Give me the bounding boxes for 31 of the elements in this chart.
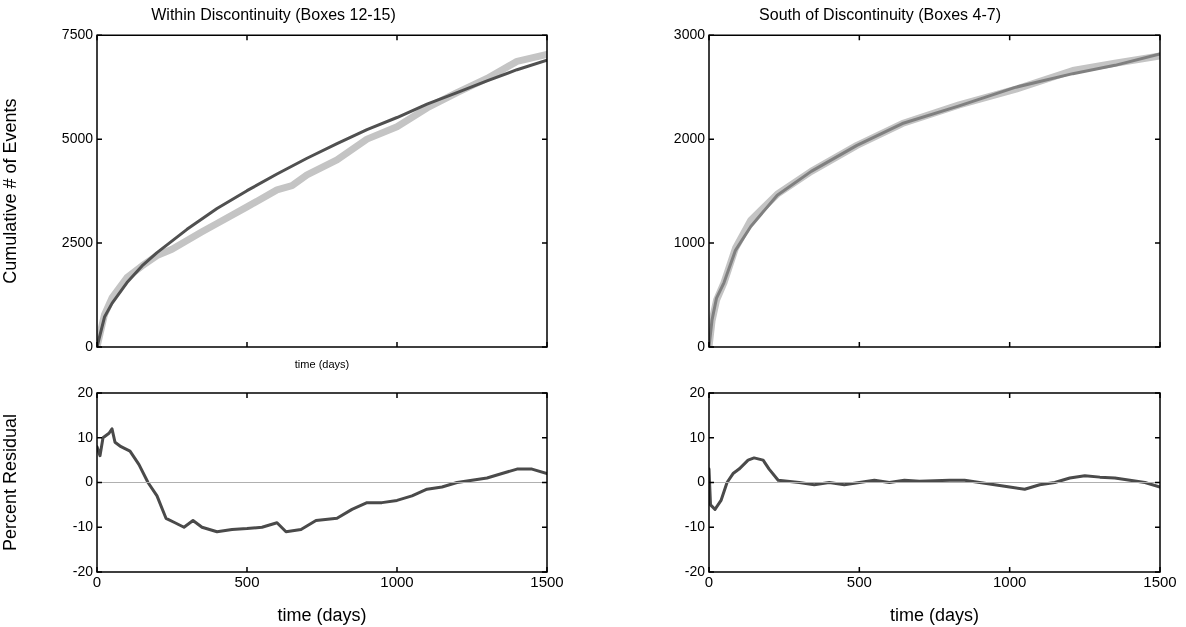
- y-tick-label: 0: [697, 337, 706, 354]
- y-tick-label: 7500: [61, 26, 94, 43]
- x-tick-label: 500: [846, 573, 872, 591]
- y-tick-label: 20: [689, 383, 706, 400]
- y-tick-label: -20: [72, 562, 94, 579]
- chart-title: Within Discontinuity (Boxes 12-15): [151, 6, 396, 24]
- y-tick-label: 3000: [673, 26, 706, 43]
- chart-title: South of Discontinuity (Boxes 4-7): [759, 6, 1001, 24]
- y-tick-label: 0: [85, 473, 94, 490]
- x-axis-title: time (days): [294, 358, 350, 371]
- x-tick-label: 1000: [992, 573, 1027, 591]
- y-tick-label: -10: [684, 518, 706, 535]
- y-tick-label: 10: [77, 428, 94, 445]
- y-tick-label: 2000: [673, 129, 706, 146]
- y-tick-label: -10: [72, 518, 94, 535]
- x-axis-title: time (days): [889, 605, 980, 626]
- x-tick-label: 1500: [1143, 573, 1177, 591]
- y-tick-label: -20: [684, 562, 706, 579]
- x-axis-title: time (days): [277, 605, 367, 626]
- y-tick-label: 5000: [61, 129, 94, 146]
- y-tick-label: 1000: [673, 233, 706, 250]
- x-tick-label: 1500: [530, 573, 564, 591]
- y-axis-title: Percent Residual: [0, 413, 20, 552]
- y-tick-label: 2500: [61, 233, 94, 250]
- y-tick-label: 0: [697, 473, 706, 490]
- x-tick-label: 500: [234, 573, 260, 591]
- y-axis-title: Cumulative # of Events: [0, 98, 20, 284]
- y-tick-label: 20: [77, 383, 94, 400]
- y-tick-label: 10: [689, 428, 706, 445]
- x-tick-label: 1000: [380, 573, 414, 591]
- y-tick-label: 0: [85, 337, 94, 354]
